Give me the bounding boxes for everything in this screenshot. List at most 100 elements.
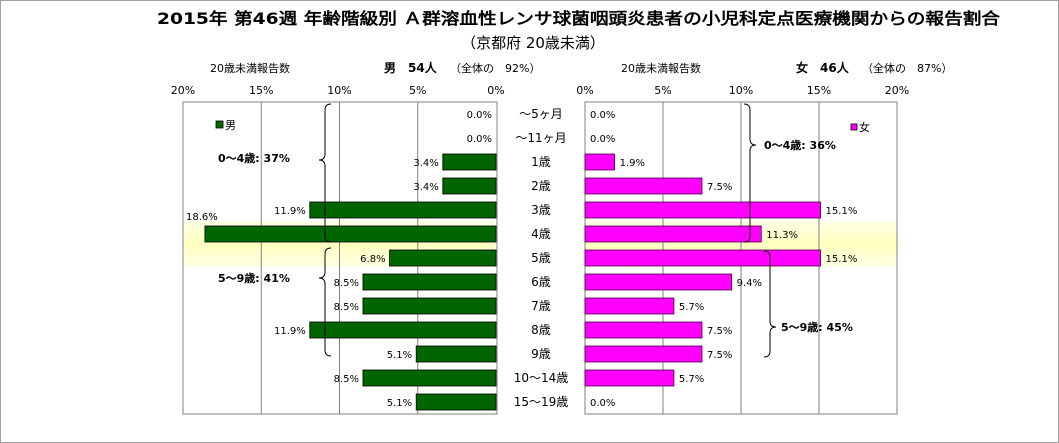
male-value-label: 8.5% bbox=[334, 278, 359, 289]
value-labels: 0.0% 0.0% 3.4% 3.4% 11.9% 18.6% 6.8% 8.5% 8.5% 11… bbox=[186, 110, 857, 409]
left-header-label: 20歳未満報告数 bbox=[210, 62, 290, 75]
male-bar-12 bbox=[415, 393, 497, 411]
female-value-label: 0.0% bbox=[590, 134, 615, 145]
male-axis-tick-label: 5% bbox=[409, 84, 426, 97]
female-annotations: 0～4歳: 36% 5～9歳: 45% bbox=[743, 103, 853, 358]
age-category-label: 8歳 bbox=[531, 323, 551, 337]
age-category-label: 4歳 bbox=[531, 227, 551, 241]
age-category-label: 10～14歳 bbox=[514, 371, 569, 385]
male-bar-4 bbox=[309, 201, 497, 219]
male-value-label: 11.9% bbox=[274, 206, 306, 217]
female-value-label: 7.5% bbox=[707, 350, 732, 361]
male-value-label: 18.6% bbox=[186, 212, 218, 223]
age-category-label: 7歳 bbox=[531, 299, 551, 313]
age-category-label: 9歳 bbox=[531, 347, 551, 361]
age-category-label: 3歳 bbox=[531, 203, 551, 217]
left-header-count: 男 54人 bbox=[384, 60, 438, 75]
male-value-label: 11.9% bbox=[274, 326, 306, 337]
chart-subtitle: （京都府 20歳未満） bbox=[461, 34, 605, 52]
female-value-label: 5.7% bbox=[679, 374, 704, 385]
female-axis-tick-label: 0% bbox=[576, 84, 593, 97]
male-annotations: 0～4歳: 37% 5～9歳: 41% bbox=[218, 103, 332, 357]
right-header-label: 20歳未満報告数 bbox=[621, 62, 701, 75]
female-bar-8 bbox=[584, 297, 675, 315]
male-value-label: 0.0% bbox=[467, 110, 492, 121]
right-header: 20歳未満報告数 女 46人 （全体の 87%） bbox=[621, 60, 952, 75]
male-0-4-brace bbox=[318, 103, 332, 243]
age-category-label: 6歳 bbox=[531, 275, 551, 289]
male-legend-swatch bbox=[215, 120, 224, 129]
male-value-label: 6.8% bbox=[360, 254, 385, 265]
right-header-count: 女 46人 bbox=[796, 60, 850, 75]
female-legend-swatch bbox=[850, 123, 858, 131]
female-value-label: 5.7% bbox=[679, 302, 704, 313]
age-category-label: 1歳 bbox=[531, 155, 551, 169]
axis-tick-labels: 20% 15% 10% 5% 0% 0% 5% 10% 15% 20% bbox=[171, 84, 909, 97]
age-category-label: 15～19歳 bbox=[514, 395, 569, 409]
female-value-label: 1.9% bbox=[620, 158, 645, 169]
female-bar-5 bbox=[584, 225, 762, 243]
female-bar-9 bbox=[584, 321, 703, 339]
female-0-4-brace bbox=[743, 103, 757, 243]
female-bar-10 bbox=[584, 345, 703, 363]
female-value-label: 15.1% bbox=[826, 206, 858, 217]
age-category-label: 2歳 bbox=[531, 179, 551, 193]
male-bar-8 bbox=[362, 297, 497, 315]
female-axis-tick-label: 15% bbox=[807, 84, 831, 97]
male-axis-tick-label: 10% bbox=[327, 84, 351, 97]
male-bar-5 bbox=[204, 225, 497, 243]
bars bbox=[204, 153, 821, 411]
male-0-4-annotation: 0～4歳: 37% bbox=[218, 151, 290, 165]
male-5-9-annotation: 5～9歳: 41% bbox=[218, 271, 290, 285]
male-axis-tick-label: 20% bbox=[171, 84, 195, 97]
male-bar-9 bbox=[309, 321, 497, 339]
chart-title: 2015年 第46週 年齢階級別 Ａ群溶血性レンサ球菌咽頭炎患者の小児科定点医療… bbox=[157, 9, 1001, 28]
male-5-9-brace bbox=[318, 247, 332, 357]
female-bar-11 bbox=[584, 369, 675, 387]
male-bar-11 bbox=[362, 369, 497, 387]
right-header-share: （全体の 87%） bbox=[862, 61, 952, 75]
female-value-label: 9.4% bbox=[737, 278, 762, 289]
male-plot-border bbox=[182, 101, 498, 415]
female-value-label: 15.1% bbox=[826, 254, 858, 265]
male-value-label: 8.5% bbox=[334, 374, 359, 385]
female-legend-label: 女 bbox=[859, 120, 870, 134]
female-value-label: 7.5% bbox=[707, 182, 732, 193]
female-value-label: 7.5% bbox=[707, 326, 732, 337]
male-value-label: 8.5% bbox=[334, 302, 359, 313]
male-axis-tick-label: 15% bbox=[249, 84, 273, 97]
female-axis-tick-label: 10% bbox=[729, 84, 753, 97]
female-5-9-brace bbox=[763, 250, 777, 358]
age-category-label: ～5ヶ月 bbox=[519, 107, 563, 121]
age-category-label: ～11ヶ月 bbox=[515, 131, 566, 145]
female-bar-6 bbox=[584, 249, 821, 267]
male-bar-10 bbox=[415, 345, 497, 363]
female-bar-7 bbox=[584, 273, 733, 291]
left-header: 20歳未満報告数 男 54人 （全体の 92%） bbox=[210, 60, 540, 75]
female-bar-3 bbox=[584, 177, 703, 195]
left-header-share: （全体の 92%） bbox=[450, 61, 540, 75]
male-value-label: 3.4% bbox=[413, 182, 438, 193]
female-value-label: 11.3% bbox=[766, 230, 798, 241]
male-value-label: 5.1% bbox=[387, 398, 412, 409]
female-legend: 女 bbox=[850, 120, 870, 134]
male-bar-3 bbox=[442, 177, 497, 195]
female-axis-tick-label: 20% bbox=[885, 84, 909, 97]
male-bar-2 bbox=[442, 153, 497, 171]
female-5-9-annotation: 5～9歳: 45% bbox=[781, 320, 853, 334]
male-value-label: 3.4% bbox=[413, 158, 438, 169]
female-value-label: 0.0% bbox=[590, 110, 615, 121]
female-bar-4 bbox=[584, 201, 821, 219]
female-axis-tick-label: 5% bbox=[654, 84, 671, 97]
male-axis-tick-label: 0% bbox=[487, 84, 504, 97]
female-0-4-annotation: 0～4歳: 36% bbox=[764, 138, 836, 152]
male-bar-7 bbox=[362, 273, 497, 291]
male-value-label: 0.0% bbox=[467, 134, 492, 145]
male-legend: 男 bbox=[215, 119, 236, 132]
age-category-label: 5歳 bbox=[531, 251, 551, 265]
female-bar-2 bbox=[584, 153, 616, 171]
female-value-label: 0.0% bbox=[590, 398, 615, 409]
male-value-label: 5.1% bbox=[387, 350, 412, 361]
